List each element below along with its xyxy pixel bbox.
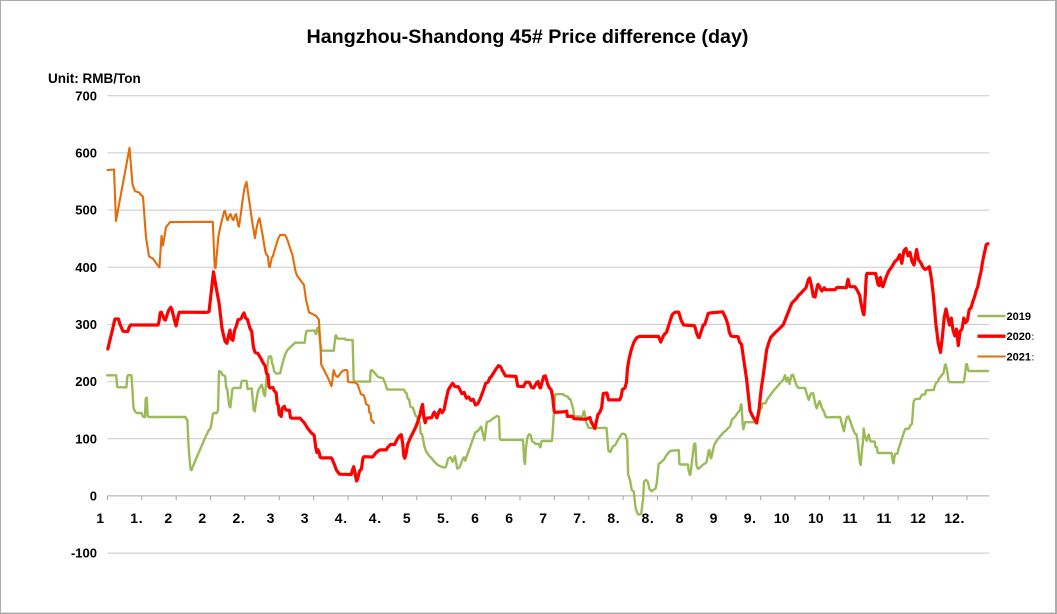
svg-text:.: .: [377, 510, 381, 526]
svg-text:100: 100: [75, 431, 97, 446]
svg-text:.: .: [241, 510, 245, 526]
svg-text:8: 8: [642, 510, 650, 526]
svg-text:.: .: [343, 510, 347, 526]
svg-text:.: .: [650, 510, 654, 526]
svg-text:6: 6: [471, 510, 479, 526]
svg-text:400: 400: [75, 260, 97, 275]
svg-text:300: 300: [75, 317, 97, 332]
svg-text:2: 2: [233, 510, 241, 526]
svg-text:2021:: 2021:: [1007, 351, 1035, 363]
svg-text:.: .: [582, 510, 586, 526]
svg-text:1: 1: [130, 510, 138, 526]
svg-text:4: 4: [335, 510, 343, 526]
svg-text:.: .: [616, 510, 620, 526]
svg-text:10: 10: [774, 510, 790, 526]
svg-text:2: 2: [198, 510, 206, 526]
svg-text:0: 0: [90, 489, 97, 504]
svg-text:200: 200: [75, 374, 97, 389]
svg-text:3: 3: [301, 510, 309, 526]
svg-text:7: 7: [573, 510, 581, 526]
svg-text:1: 1: [96, 510, 104, 526]
svg-text:5: 5: [403, 510, 411, 526]
svg-text:9: 9: [710, 510, 718, 526]
svg-text:2020:: 2020:: [1007, 331, 1035, 343]
svg-text:700: 700: [75, 88, 97, 103]
svg-text:11: 11: [876, 510, 891, 526]
svg-text:8: 8: [676, 510, 684, 526]
svg-text:.: .: [139, 510, 143, 526]
svg-text:Hangzhou-Shandong 45# Price di: Hangzhou-Shandong 45# Price difference (…: [307, 26, 749, 48]
svg-text:600: 600: [75, 146, 97, 161]
svg-text:-100: -100: [71, 546, 97, 561]
svg-text:12: 12: [944, 510, 960, 526]
svg-text:6: 6: [505, 510, 513, 526]
svg-text:7: 7: [539, 510, 547, 526]
svg-text:Unit: RMB/Ton: Unit: RMB/Ton: [48, 71, 141, 86]
svg-text:11: 11: [842, 510, 857, 526]
svg-text:12: 12: [910, 510, 926, 526]
svg-text:3: 3: [267, 510, 275, 526]
svg-text:9: 9: [744, 510, 752, 526]
svg-text:500: 500: [75, 203, 97, 218]
svg-text:2019: 2019: [1007, 311, 1031, 323]
svg-text:.: .: [961, 510, 965, 526]
svg-text:8: 8: [607, 510, 615, 526]
svg-text:5: 5: [437, 510, 445, 526]
svg-text:2: 2: [164, 510, 172, 526]
svg-text:.: .: [445, 510, 449, 526]
svg-text:4: 4: [369, 510, 377, 526]
svg-text:10: 10: [808, 510, 824, 526]
svg-text:.: .: [752, 510, 756, 526]
